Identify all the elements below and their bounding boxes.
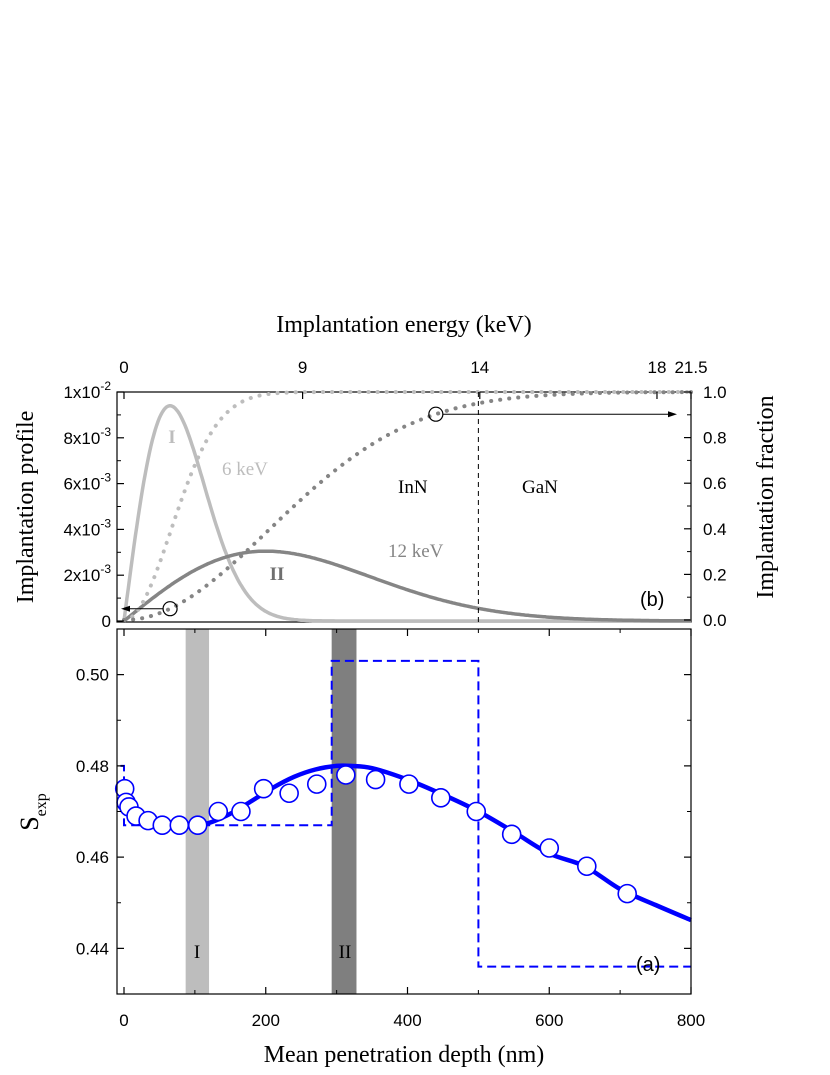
- energy-label-6kev: 6 keV: [222, 459, 268, 480]
- energy-label-12kev: 12 keV: [388, 541, 444, 562]
- b-series-1-profile-line: [122, 549, 691, 623]
- b-right-tick-label-0: 0.0: [703, 611, 727, 630]
- a-data-point-12: [306, 774, 327, 794]
- b-right-tick-label-2: 0.4: [703, 520, 727, 539]
- b-left-tick-label-0: 0: [102, 612, 111, 631]
- panel-a-bands: [185, 629, 357, 994]
- b-top-tick-label-2: 14: [470, 358, 489, 377]
- b-top-tick-label-1: 9: [298, 358, 307, 377]
- b-right-tick-label-5: 1.0: [703, 383, 727, 402]
- series-label-I-b: I: [168, 427, 175, 448]
- y-axis-title-main: S: [15, 816, 44, 830]
- a-data-point-16: [431, 788, 451, 808]
- a-data-point-17: [466, 801, 487, 822]
- a-data-point-15: [399, 774, 419, 794]
- b-right-tick-label-4: 0.8: [703, 429, 727, 448]
- a-y-tick-label-1: 0.46: [76, 848, 109, 867]
- a-data-point-10: [253, 778, 274, 799]
- a-data-point-18: [501, 824, 522, 845]
- a-x-tick-label-2: 400: [393, 1011, 421, 1030]
- region-label-inn: InN: [398, 477, 428, 498]
- band-label-I: I: [194, 942, 200, 963]
- a-data-point-11: [279, 783, 299, 804]
- panel-b-curves: [121, 390, 693, 623]
- y-axis-title-sub: exp: [33, 793, 50, 816]
- a-step-profile-line: [120, 659, 691, 968]
- panel-a-plot: [114, 659, 692, 968]
- panel-b-implantation: 0 2x10-3 4x10-3 6x10-3 8x10-3 1x10-2 0.0 0.2 0.4…: [13, 312, 779, 631]
- panel-label-b: (b): [640, 589, 664, 611]
- b-left-tick-label-4: 8x10-3: [63, 425, 111, 448]
- panel-b-axes: 0 2x10-3 4x10-3 6x10-3 8x10-3 1x10-2 0.0 0.2 0.4…: [63, 358, 726, 631]
- series-label-II-b: II: [270, 564, 285, 585]
- a-data-point-19: [539, 838, 560, 858]
- a-band-0: [185, 629, 210, 994]
- a-data-point-21: [617, 883, 638, 904]
- panel-label-a: (a): [636, 954, 660, 976]
- a-data-point-8: [208, 801, 229, 822]
- left-axis-title-b: Implantation profile: [13, 411, 39, 604]
- b-left-tick-label-5: 1x10-2: [63, 379, 111, 402]
- a-data-point-20: [577, 856, 597, 877]
- b-left-tick-label-2: 4x10-3: [63, 516, 111, 539]
- b-right-tick-label-3: 0.6: [703, 474, 727, 493]
- b-marker-circle-1: [428, 406, 444, 422]
- b-top-tick-label-0: 0: [119, 358, 128, 377]
- b-marker-circle-0: [162, 601, 178, 617]
- a-data-point-14: [365, 769, 386, 790]
- panel-a-s-parameter: 0 200 400 600 800 0.44 0.46 0.48 0.50 Mean penet…: [15, 628, 705, 1068]
- a-x-tick-label-1: 200: [252, 1011, 280, 1030]
- a-y-tick-label-2: 0.48: [76, 757, 109, 776]
- region-label-gan: GaN: [522, 477, 558, 498]
- b-series-2-fraction-line: [122, 390, 693, 622]
- a-x-tick-label-4: 800: [677, 1011, 705, 1030]
- a-data-point-5: [152, 815, 173, 835]
- a-x-tick-label-3: 600: [535, 1011, 563, 1030]
- b-top-tick-label-3: 18: [648, 358, 667, 377]
- a-band-1: [331, 629, 357, 994]
- band-label-II: II: [339, 942, 352, 963]
- a-data-point-6: [169, 815, 190, 835]
- right-axis-title-b: Implantation fraction: [753, 395, 779, 598]
- y-axis-title-a: Sexp: [15, 793, 50, 831]
- a-y-tick-label-0: 0.44: [76, 939, 109, 958]
- top-axis-title: Implantation energy (keV): [276, 312, 531, 338]
- b-left-tick-label-1: 2x10-3: [63, 562, 111, 585]
- a-x-tick-label-0: 0: [119, 1011, 128, 1030]
- x-axis-title: Mean penetration depth (nm): [264, 1042, 545, 1068]
- a-data-point-7: [187, 815, 208, 835]
- b-arrow-head-1: [668, 411, 677, 418]
- b-arrow-head-0: [121, 605, 130, 612]
- b-right-tick-label-1: 0.2: [703, 565, 727, 584]
- a-data-point-9: [231, 801, 251, 822]
- a-y-tick-label-3: 0.50: [76, 666, 109, 685]
- b-left-tick-label-3: 6x10-3: [63, 471, 111, 494]
- b-top-tick-label-4: 21.5: [674, 358, 707, 377]
- a-data-point-13: [336, 765, 356, 785]
- panel-a-axes: 0 200 400 600 800 0.44 0.46 0.48 0.50: [76, 628, 705, 1030]
